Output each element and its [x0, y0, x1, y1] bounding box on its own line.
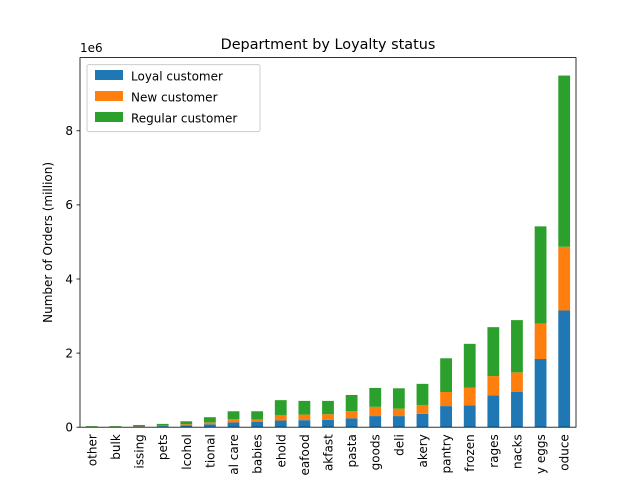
bar-loyal-deli — [392, 416, 405, 428]
bar-loyal-pets — [156, 426, 169, 428]
bar-regular-bakery — [416, 383, 429, 405]
bar-regular-babies — [251, 411, 264, 420]
x-tick-label: ehold — [274, 434, 288, 467]
bar-regular-dry-goods-pasta — [345, 394, 358, 412]
legend-swatch-new — [95, 91, 123, 101]
bar-new-personal-care — [227, 419, 240, 423]
bar-loyal-beverages — [487, 395, 500, 428]
bar-new-produce — [558, 246, 571, 311]
bar-loyal-bakery — [416, 413, 429, 428]
bar-new-frozen — [463, 387, 476, 406]
x-axis: other bulk issing pets lcohol tional al care ba… — [85, 434, 572, 476]
bar-regular-alcohol — [180, 421, 193, 425]
bar-regular-international — [204, 417, 216, 423]
bar-loyal-dairy-eggs — [534, 359, 547, 428]
bar-regular-bulk — [109, 426, 122, 427]
bar-regular-deli — [392, 388, 405, 409]
bar-regular-dairy-eggs — [534, 226, 547, 324]
bar-new-canned-goods — [369, 406, 382, 417]
y-offset-label: 1e6 — [80, 41, 103, 55]
chart-title: Department by Loyalty status — [221, 37, 436, 53]
bar-regular-breakfast — [322, 400, 334, 415]
bar-regular-meat-seafood — [298, 400, 311, 415]
bar-regular-snacks — [511, 320, 523, 373]
bar-loyal-babies — [251, 421, 264, 428]
x-tick-label: pantry — [440, 434, 454, 473]
bar-new-dairy-eggs — [534, 323, 547, 360]
bar-regular-missing — [133, 424, 145, 427]
x-tick-label: bulk — [109, 434, 123, 460]
bar-loyal-meat-seafood — [298, 420, 311, 428]
x-tick-label: eafood — [298, 434, 312, 475]
x-tick-label: akery — [416, 434, 430, 467]
x-tick-label: babies — [251, 434, 265, 474]
bar-loyal-pantry — [440, 406, 452, 428]
y-tick-label: 4 — [65, 272, 73, 286]
bar-regular-beverages — [487, 327, 500, 377]
bar-loyal-dry-goods-pasta — [345, 418, 358, 428]
bar-new-pets — [156, 425, 169, 427]
bar-new-deli — [392, 408, 405, 417]
bar-loyal-personal-care — [227, 422, 240, 428]
legend-swatch-loyal — [95, 70, 123, 80]
bar-new-beverages — [487, 376, 500, 396]
bar-new-bakery — [416, 404, 429, 414]
bar-new-dry-goods-pasta — [345, 411, 358, 419]
bar-loyal-produce — [558, 310, 571, 428]
x-tick-label: lcohol — [180, 434, 194, 470]
bar-regular-frozen — [463, 343, 476, 388]
legend-label-loyal: Loyal customer — [131, 70, 223, 84]
axes-frame — [79, 57, 577, 428]
y-tick-label: 2 — [65, 346, 73, 360]
bar-loyal-international — [204, 424, 216, 428]
legend-label-regular: Regular customer — [131, 112, 237, 126]
bar-new-international — [204, 422, 216, 425]
legend-label-new: New customer — [131, 91, 218, 105]
bar-new-meat-seafood — [298, 414, 311, 421]
bar-regular-household — [274, 400, 287, 415]
x-tick-label: y eggs — [534, 434, 548, 474]
bar-loyal-household — [274, 420, 287, 428]
x-tick-label: akfast — [322, 434, 336, 471]
x-tick-label: pasta — [345, 434, 359, 467]
bar-new-babies — [251, 419, 264, 422]
bar-loyal-frozen — [463, 405, 476, 428]
bar-regular-canned-goods — [369, 387, 382, 407]
x-tick-label: al care — [227, 434, 241, 475]
y-axis-label: Number of Orders (million) — [41, 162, 55, 323]
x-tick-label: tional — [203, 434, 217, 468]
x-tick-label: goods — [369, 434, 383, 470]
bar-new-household — [274, 414, 287, 421]
bar-regular-pets — [156, 423, 169, 426]
y-tick-label: 0 — [65, 421, 73, 435]
legend: Loyal customer New customer Regular cust… — [86, 64, 261, 133]
x-tick-label: other — [85, 434, 99, 466]
bar-regular-other — [85, 426, 98, 427]
x-tick-label: rages — [487, 434, 501, 468]
legend-swatch-regular — [95, 112, 123, 122]
y-tick-label: 6 — [65, 198, 73, 212]
legend-box — [86, 64, 261, 133]
y-tick-label: 8 — [65, 124, 73, 138]
x-tick-label: deli — [392, 434, 406, 456]
bar-new-snacks — [511, 372, 523, 392]
bar-loyal-canned-goods — [369, 416, 382, 428]
x-tick-label: nacks — [510, 434, 524, 469]
bar-new-pantry — [440, 392, 452, 407]
x-tick-label: issing — [133, 434, 147, 468]
bar-regular-personal-care — [227, 411, 240, 420]
bar-regular-pantry — [440, 358, 452, 392]
bar-new-breakfast — [322, 414, 334, 420]
x-tick-label: pets — [156, 434, 170, 460]
bar-loyal-breakfast — [322, 419, 334, 428]
bars-layer — [85, 75, 571, 428]
bar-loyal-snacks — [511, 392, 523, 428]
bar-regular-produce — [558, 75, 571, 247]
bar-loyal-alcohol — [180, 425, 193, 428]
x-tick-label: oduce — [558, 434, 572, 471]
x-tick-label: frozen — [463, 434, 477, 472]
y-axis: 0 2 4 6 8 — [65, 124, 80, 435]
bar-new-alcohol — [180, 424, 193, 426]
